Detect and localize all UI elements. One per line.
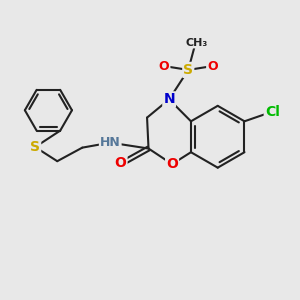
Text: CH₃: CH₃ [186, 38, 208, 47]
Text: O: O [207, 60, 218, 73]
Text: O: O [115, 156, 127, 170]
Text: S: S [30, 140, 40, 154]
Text: O: O [159, 60, 170, 73]
Text: Cl: Cl [265, 105, 280, 119]
Text: S: S [183, 63, 193, 77]
Text: O: O [166, 157, 178, 171]
Text: N: N [163, 92, 175, 106]
Text: HN: HN [100, 136, 121, 149]
